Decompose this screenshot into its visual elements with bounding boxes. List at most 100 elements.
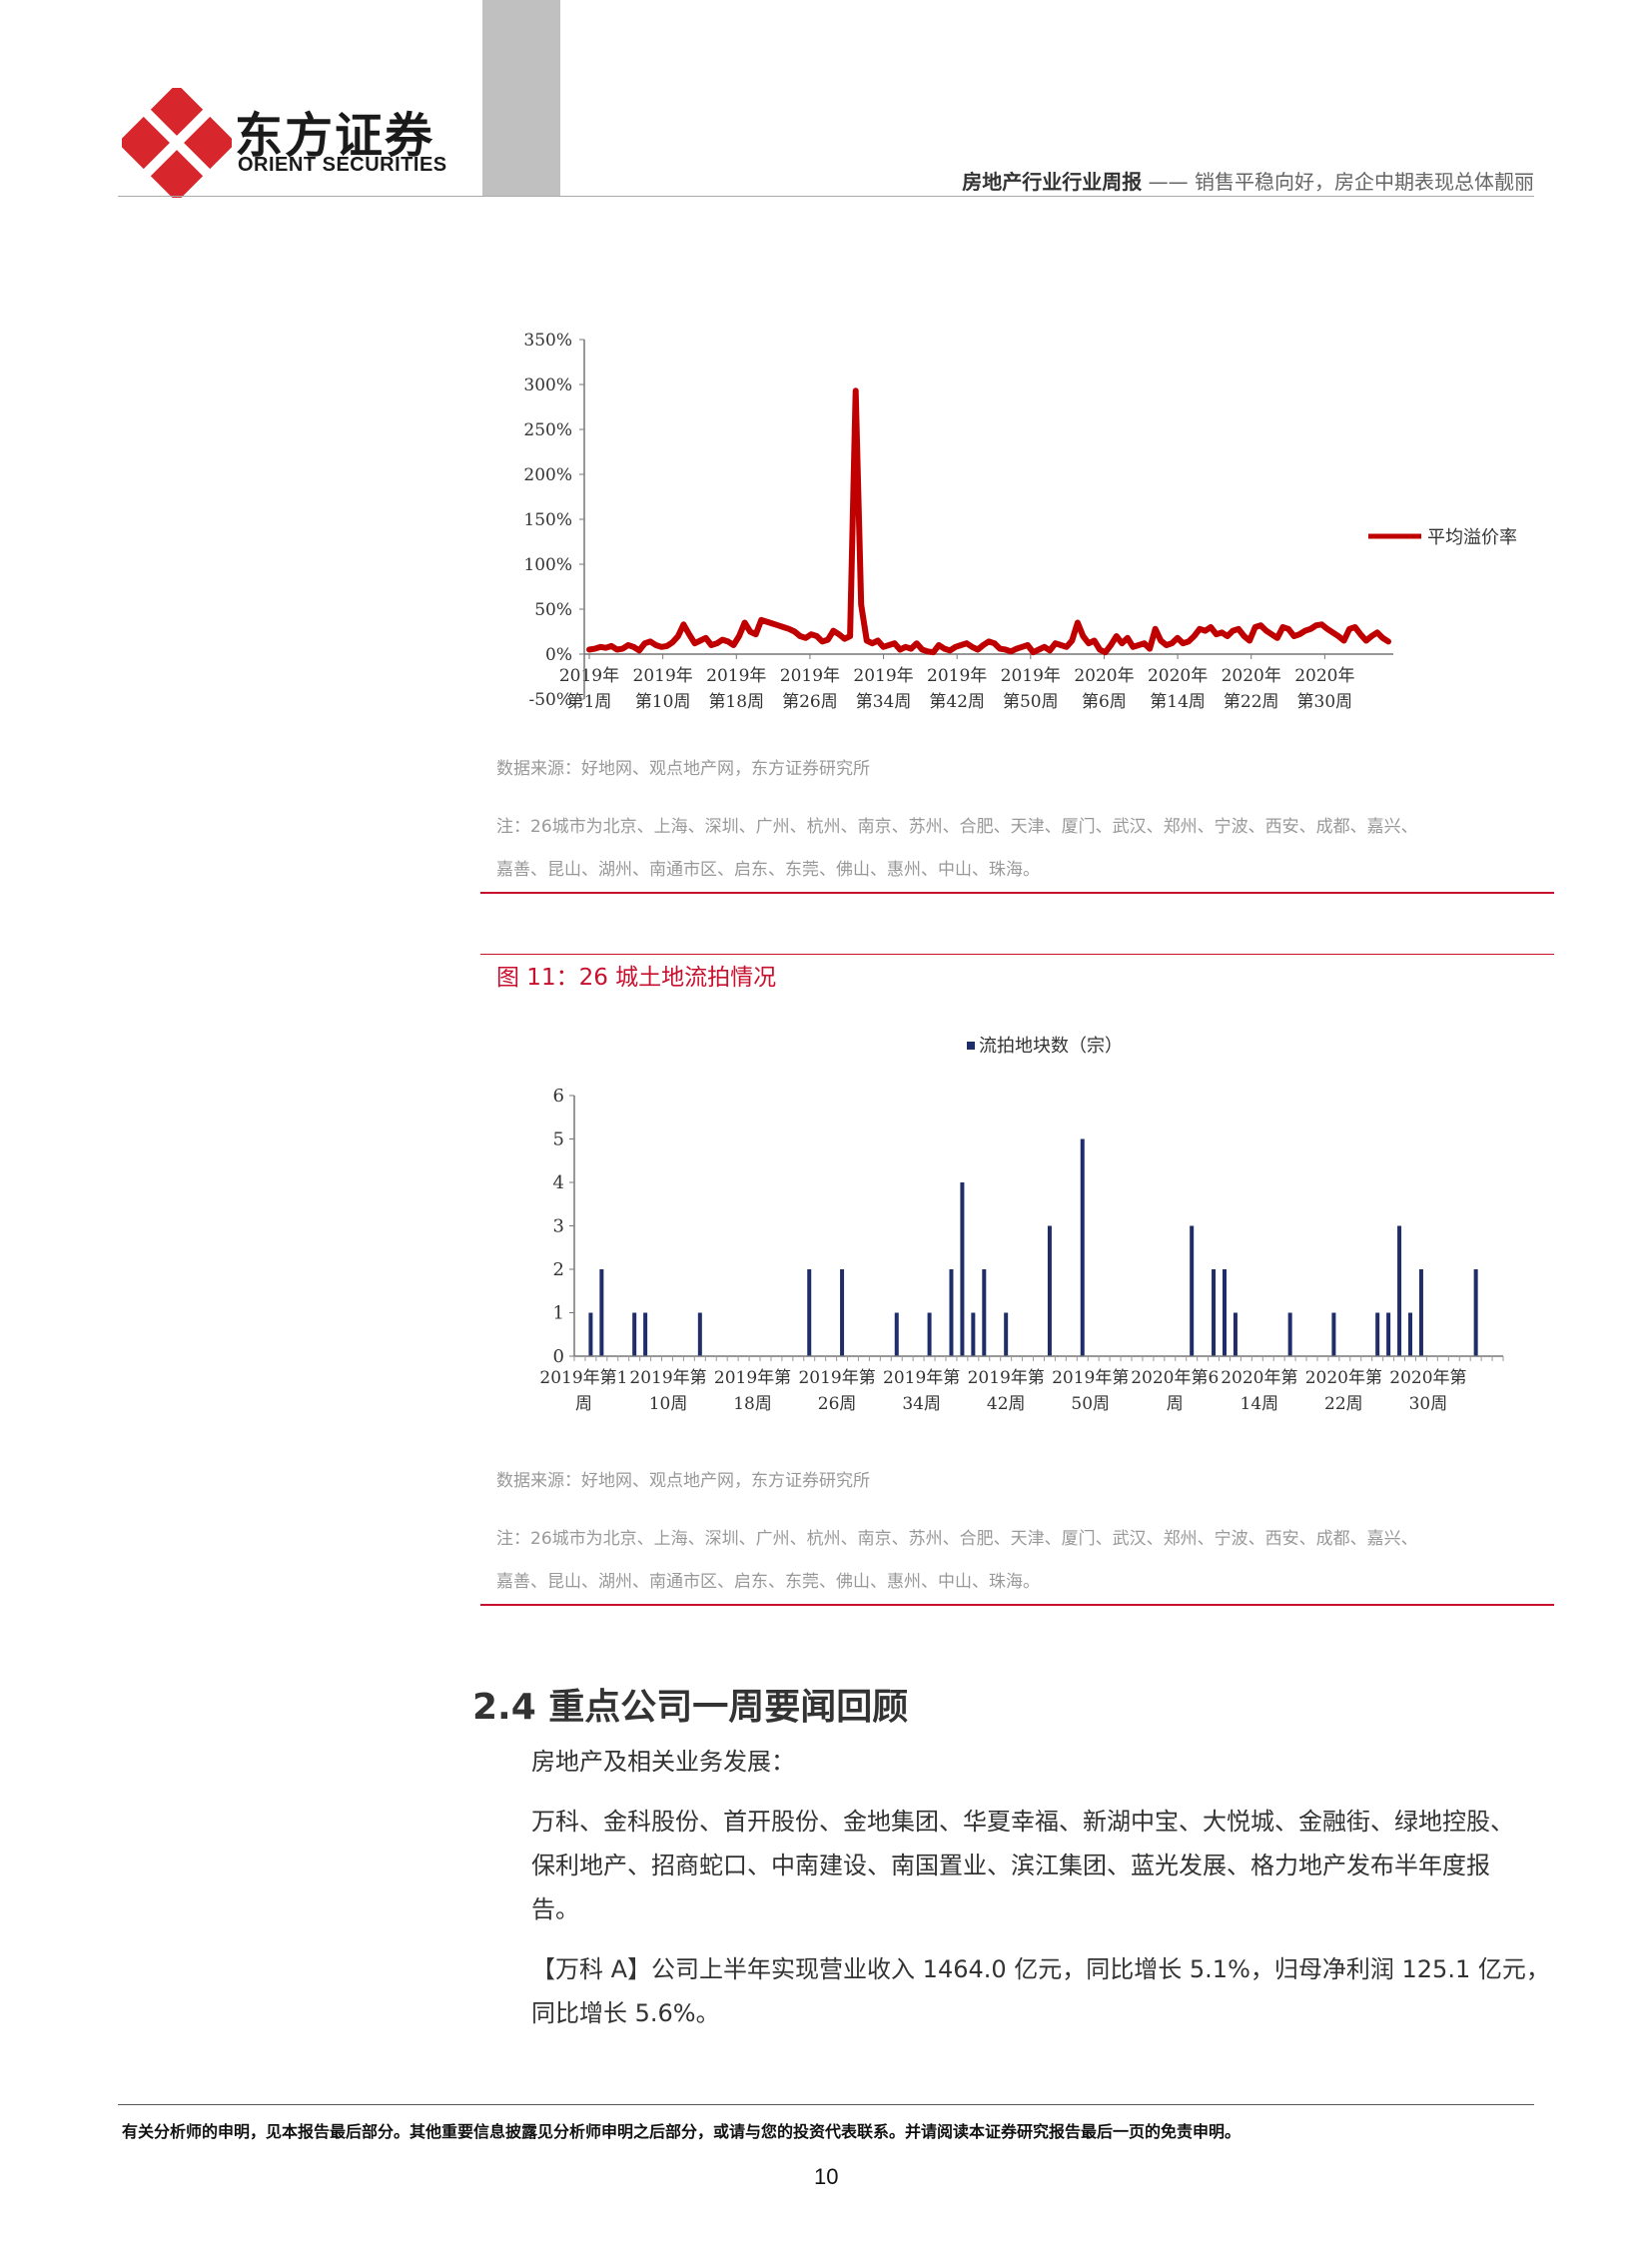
y-tick-label: 50%: [534, 600, 572, 620]
x-tick-label: 2020年: [1294, 666, 1354, 686]
x-tick-label: 2019年: [927, 666, 987, 686]
x-tick-label: 2019年: [780, 666, 840, 686]
x-tick-label: 2019年: [559, 666, 619, 686]
x-tick-label: 2019年第1: [539, 1368, 627, 1388]
x-tick-label: 第30周: [1297, 692, 1353, 712]
x-tick-label: 2020年第: [1221, 1368, 1297, 1388]
x-tick-label: 2020年: [1222, 666, 1281, 686]
x-tick-label: 2020年: [1074, 666, 1134, 686]
x-tick-label: 第42周: [929, 692, 985, 712]
x-tick-label: 第34周: [856, 692, 912, 712]
x-tick-label: 第26周: [782, 692, 838, 712]
x-tick-label: 2019年: [853, 666, 913, 686]
bar: [1047, 1225, 1052, 1356]
x-tick-label: 2019年: [706, 666, 766, 686]
y-tick-label: 100%: [523, 555, 572, 575]
x-tick-label: 2019年第: [714, 1368, 791, 1388]
bar: [1080, 1138, 1085, 1356]
bar: [643, 1312, 648, 1356]
figure10-note-line2: 嘉善、昆山、湖州、南通市区、启东、东莞、佛山、惠州、中山、珠海。: [496, 860, 1040, 880]
bar: [949, 1269, 954, 1356]
x-tick-label: 22周: [1324, 1394, 1363, 1414]
paragraph-vanke: 【万科 A】公司上半年实现营业收入 1464.0 亿元，同比增长 5.1%，归母…: [531, 1947, 1550, 2035]
bar: [1190, 1225, 1195, 1356]
x-tick-label: 第22周: [1224, 692, 1279, 712]
footer-disclaimer: 有关分析师的申明，见本报告最后部分。其他重要信息披露见分析师申明之后部分，或请与…: [122, 2122, 1241, 2141]
x-tick-label: 50周: [1071, 1394, 1110, 1414]
y-tick-label: 250%: [523, 420, 572, 440]
x-tick-label: 第6周: [1082, 692, 1127, 712]
figure10-source: 数据来源：好地网、观点地产网，东方证券研究所: [496, 759, 870, 779]
bar: [1408, 1312, 1412, 1356]
bar: [697, 1312, 702, 1356]
figure10-bottom-rule: [480, 892, 1554, 894]
bar: [840, 1269, 845, 1356]
y-tick-label: 5: [553, 1129, 564, 1150]
paragraph-semiannual-reports: 万科、金科股份、首开股份、金地集团、华夏幸福、新湖中宝、大悦城、金融街、绿地控股…: [531, 1800, 1550, 1931]
y-tick-label: 2: [553, 1259, 564, 1280]
failed-land-auctions-bar-chart: 流拍地块数（宗） 0 1 2 3 4 5 6 2019年第1 周 2019年第 10周 2019年第…: [539, 1036, 1504, 1414]
report-subtitle: 销售平稳向好，房企中期表现总体靓丽: [1195, 170, 1534, 194]
bar: [632, 1312, 637, 1356]
bar: [1375, 1312, 1380, 1356]
bar: [588, 1312, 593, 1356]
x-tick-label: 10周: [649, 1394, 688, 1414]
bar: [1386, 1312, 1391, 1356]
bar: [960, 1182, 965, 1356]
legend-swatch: [967, 1042, 975, 1050]
x-tick-label: 2019年第: [798, 1368, 875, 1388]
footer-rule: [118, 2104, 1534, 2105]
bar: [1473, 1269, 1478, 1356]
y-tick-label: 1: [553, 1303, 564, 1324]
bar: [927, 1312, 932, 1356]
x-tick-label: 2020年第6: [1131, 1368, 1219, 1388]
paragraph-line: 同比增长 5.6%。: [531, 1999, 720, 2027]
x-tick-label: 2019年第: [1052, 1368, 1129, 1388]
figure11-note-line2: 嘉善、昆山、湖州、南通市区、启东、东莞、佛山、惠州、中山、珠海。: [496, 1572, 1040, 1592]
x-tick-label: 2019年第: [883, 1368, 960, 1388]
section-heading: 2.4 重点公司一周要闻回顾: [472, 1687, 909, 1728]
x-tick-label: 2020年: [1148, 666, 1208, 686]
legend-label: 流拍地块数（宗）: [979, 1036, 1123, 1057]
paragraph-line: 保利地产、招商蛇口、中南建设、南国置业、滨江集团、蓝光发展、格力地产发布半年度报: [531, 1852, 1490, 1879]
x-tick-label: 周: [1167, 1394, 1184, 1414]
figure11-top-rule: [480, 954, 1554, 955]
x-tick-label: 第14周: [1150, 692, 1206, 712]
bar: [1233, 1312, 1238, 1356]
y-tick-label: 300%: [523, 375, 572, 395]
x-tick-label: 26周: [818, 1394, 857, 1414]
chart-legend: 平均溢价率: [1368, 527, 1517, 548]
bar: [599, 1269, 604, 1356]
figure10-note-line1: 注：26城市为北京、上海、深圳、广州、杭州、南京、苏州、合肥、天津、厦门、武汉、…: [496, 817, 1418, 837]
legend-label: 平均溢价率: [1427, 527, 1517, 548]
bar: [807, 1269, 812, 1356]
page-number: 10: [814, 2164, 839, 2189]
bar: [1397, 1225, 1402, 1356]
x-tick-label: 30周: [1409, 1394, 1448, 1414]
y-tick-label: 200%: [523, 465, 572, 485]
figure11-source: 数据来源：好地网、观点地产网，东方证券研究所: [496, 1471, 870, 1491]
figure11-note-line1: 注：26城市为北京、上海、深圳、广州、杭州、南京、苏州、合肥、天津、厦门、武汉、…: [496, 1529, 1418, 1549]
x-tick-label: 2020年第: [1389, 1368, 1466, 1388]
paragraph-line: 告。: [531, 1895, 579, 1923]
y-tick-label: 0%: [545, 645, 572, 665]
series-line-premium-rate: [586, 387, 1391, 656]
x-tick-label: 2019年: [1001, 666, 1061, 686]
x-tick-label: 2019年第: [629, 1368, 706, 1388]
bar: [971, 1312, 976, 1356]
y-tick-label: 350%: [523, 331, 572, 351]
report-header-title: 房地产行业行业周报 —— 销售平稳向好，房企中期表现总体靓丽: [962, 166, 1534, 195]
x-tick-label: 周: [575, 1394, 592, 1414]
x-tick-label: 18周: [733, 1394, 772, 1414]
bar: [1212, 1269, 1217, 1356]
bar: [1223, 1269, 1227, 1356]
y-tick-label: 6: [553, 1086, 564, 1107]
x-tick-label: 第18周: [708, 692, 764, 712]
y-tick-label: 150%: [523, 510, 572, 530]
bar: [982, 1269, 987, 1356]
x-tick-label: 第50周: [1003, 692, 1059, 712]
x-tick-label: 第1周: [567, 692, 612, 712]
bar: [1331, 1312, 1336, 1356]
figure11-bottom-rule: [480, 1604, 1554, 1606]
logo-text-chinese: 东方证券: [235, 108, 435, 164]
